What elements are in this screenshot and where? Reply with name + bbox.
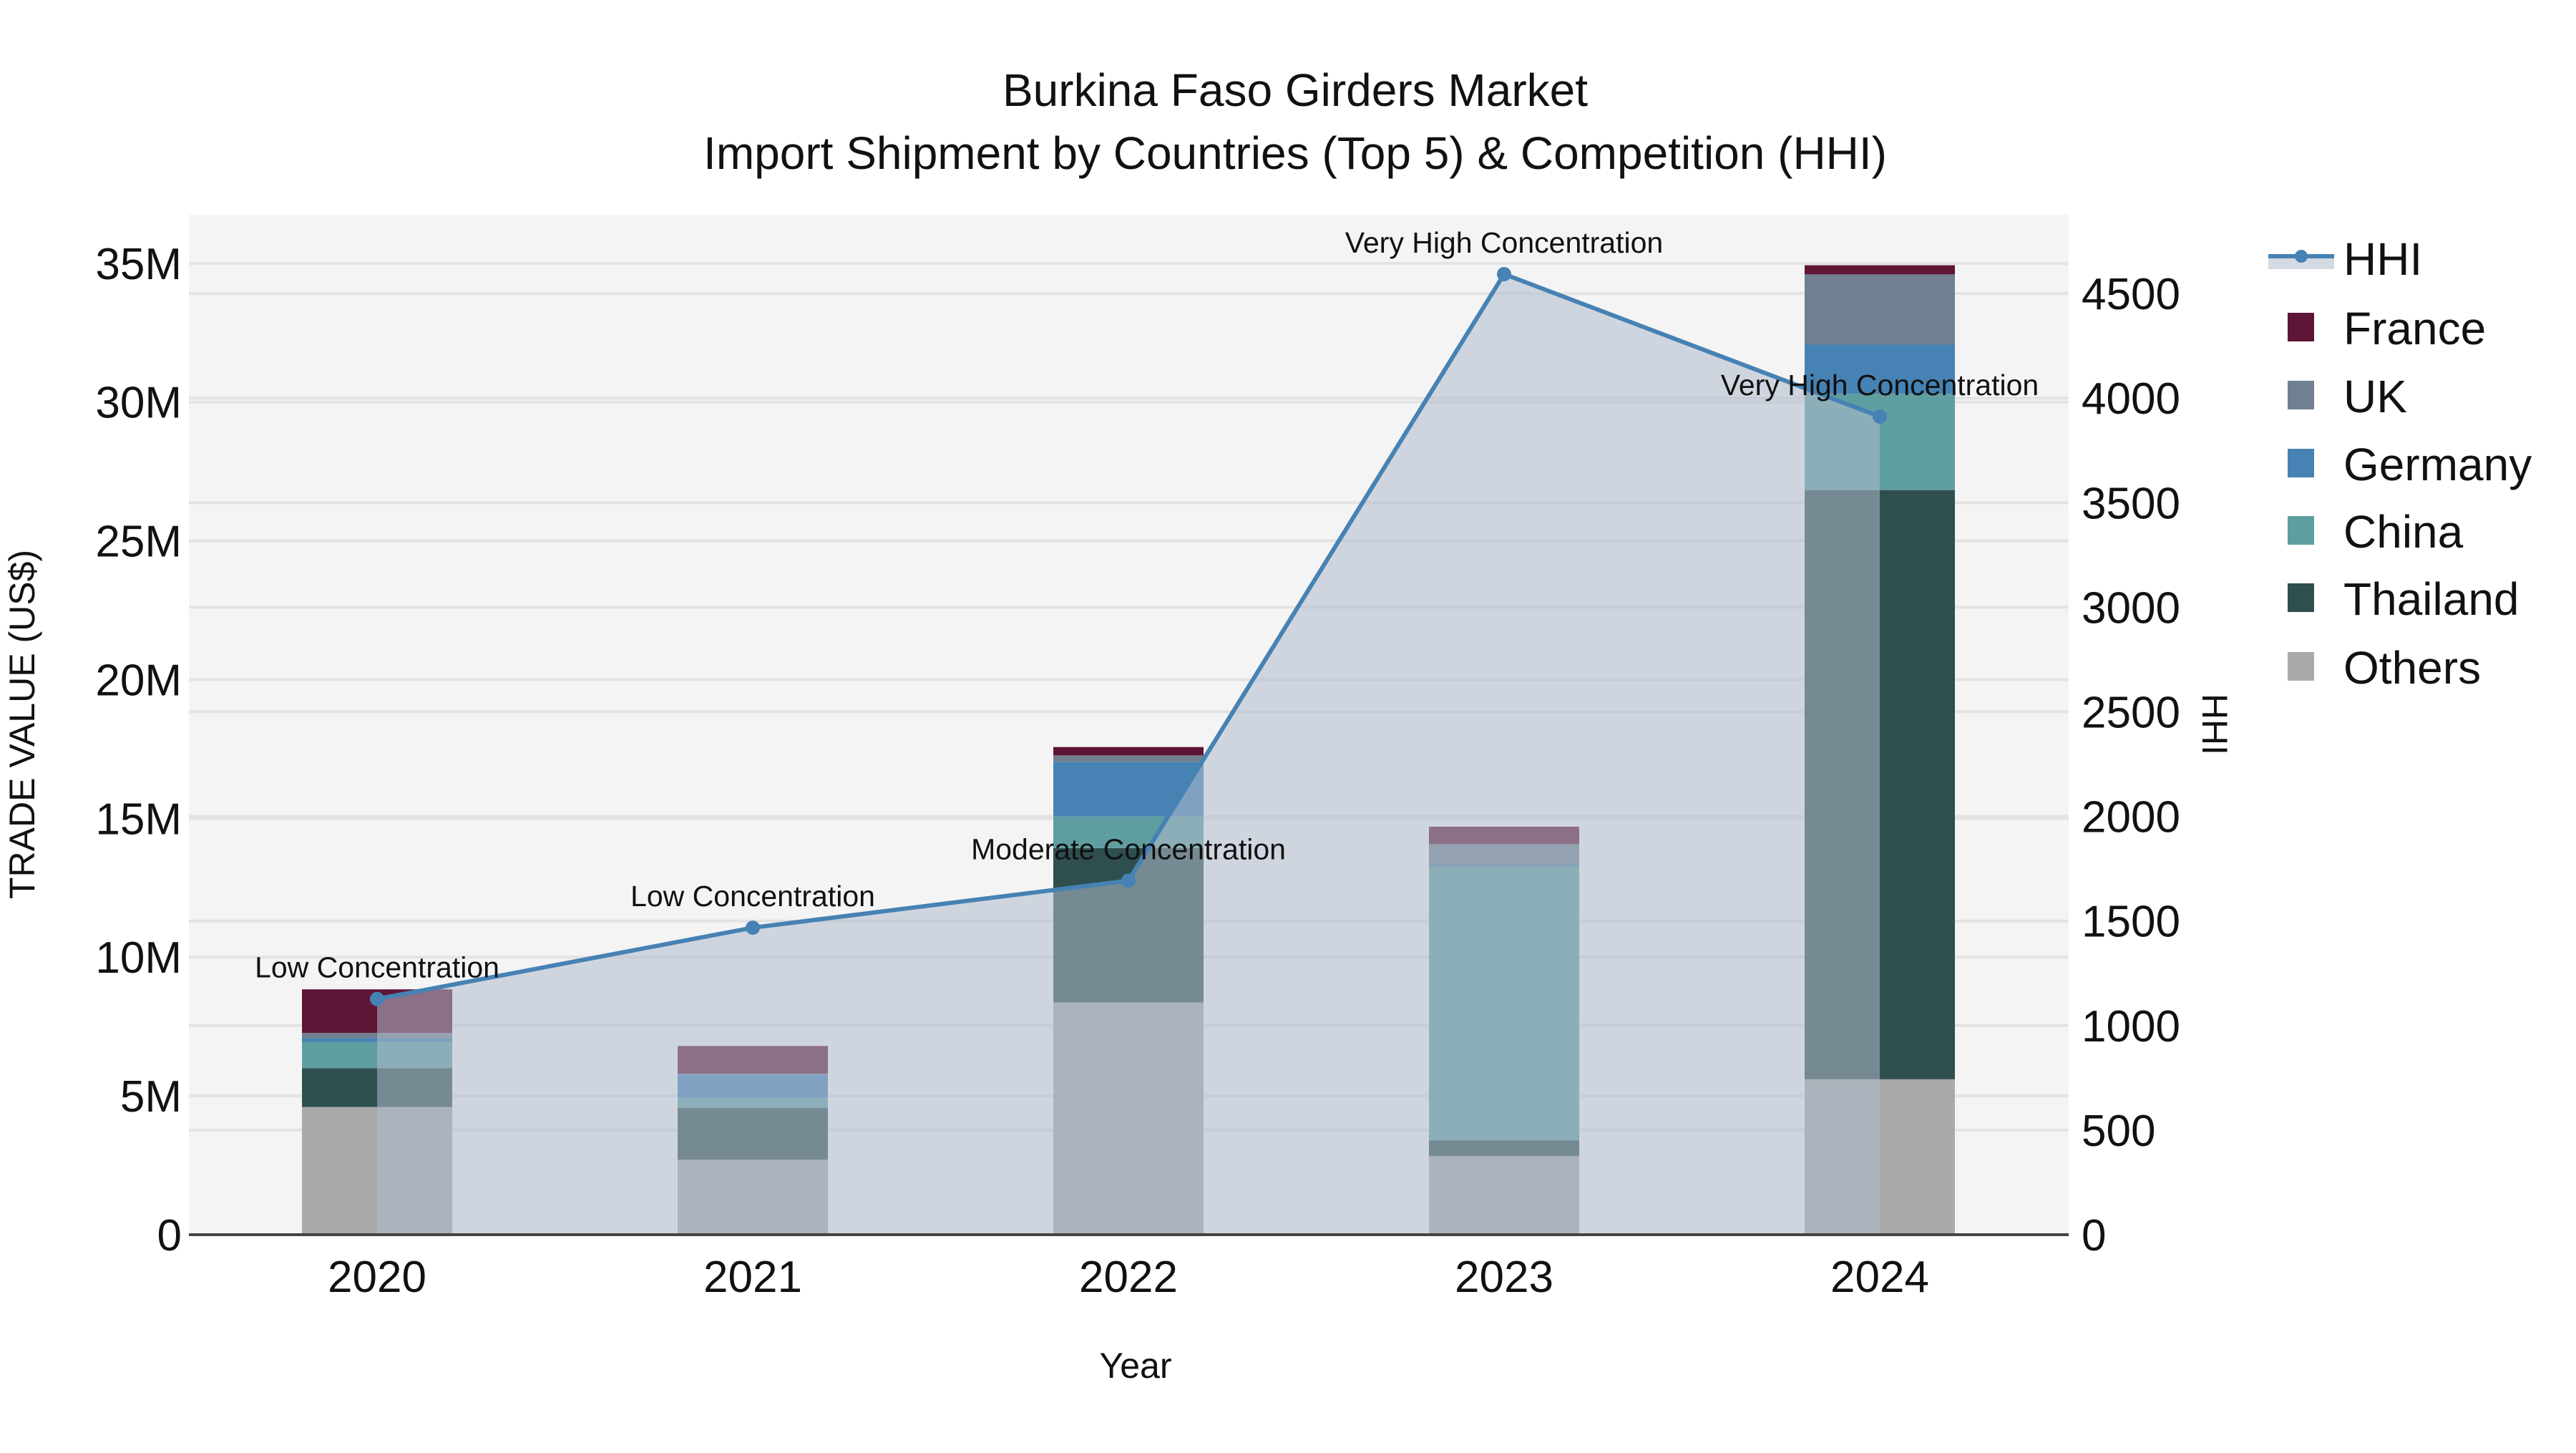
y-right-tick: 1500 [2082, 898, 2180, 947]
x-tick-2022: 2022 [1079, 1253, 1178, 1302]
legend-label: China [2343, 506, 2464, 558]
hhi-marker-2023[interactable] [1497, 266, 1511, 281]
legend-item-thailand[interactable]: Thailand [2288, 573, 2519, 625]
hhi-marker-2020[interactable] [370, 991, 384, 1006]
y-right-tick: 500 [2082, 1107, 2155, 1156]
y-left-tick: 30M [95, 379, 182, 428]
y-right-tick: 0 [2082, 1211, 2106, 1260]
legend-item-others[interactable]: Others [2288, 642, 2481, 694]
x-tick-2021: 2021 [703, 1253, 802, 1302]
legend-label: UK [2343, 371, 2407, 422]
chart-subtitle: Import Shipment by Countries (Top 5) & C… [703, 127, 1887, 179]
bar-segment-france[interactable] [1053, 747, 1204, 756]
bar-segment-uk[interactable] [1805, 274, 1955, 345]
legend-item-france[interactable]: France [2288, 303, 2486, 354]
legend-label: Thailand [2343, 573, 2519, 625]
chart-title: Burkina Faso Girders Market [1002, 64, 1588, 116]
y-left-tick: 20M [95, 656, 182, 705]
bar-segment-uk[interactable] [1053, 755, 1204, 762]
y-right-tick: 3500 [2082, 479, 2180, 528]
legend-label: HHI [2343, 233, 2422, 285]
legend-label: Germany [2343, 439, 2532, 490]
hhi-marker-2021[interactable] [746, 920, 760, 936]
legend-area-swatch [2268, 258, 2334, 269]
y-left-tick: 25M [95, 517, 182, 567]
y-right-tick: 3000 [2082, 583, 2180, 633]
legend-item-china[interactable]: China [2288, 506, 2464, 558]
legend: HHI France UK Germany China Thailand Others [2268, 233, 2532, 694]
hhi-annotation: Moderate Concentration [971, 832, 1286, 865]
legend-marker-icon [2295, 250, 2308, 263]
y-right-tick: 2000 [2082, 793, 2180, 842]
y-right-tick: 4000 [2082, 374, 2180, 424]
legend-item-hhi[interactable]: HHI [2268, 233, 2422, 285]
x-axis-title: Year [1099, 1346, 1171, 1386]
legend-swatch-icon [2288, 381, 2314, 409]
x-tick-2020: 2020 [328, 1253, 426, 1302]
y-right-tick: 4500 [2082, 270, 2180, 319]
hhi-annotations: Low Concentration Low Concentration Modera… [255, 226, 2039, 984]
bar-segment-france[interactable] [1805, 265, 1955, 275]
legend-swatch-icon [2288, 652, 2314, 681]
legend-label: France [2343, 303, 2486, 354]
legend-swatch-icon [2288, 449, 2314, 477]
hhi-annotation: Very High Concentration [1345, 226, 1663, 259]
y-axis-right-title: HHI [2195, 694, 2235, 755]
hhi-marker-2024[interactable] [1873, 409, 1887, 424]
hhi-annotation: Low Concentration [255, 951, 499, 984]
hhi-line-layer [370, 266, 1887, 1235]
legend-item-uk[interactable]: UK [2288, 371, 2407, 422]
y-right-tick: 1000 [2082, 1002, 2180, 1051]
y-left-tick: 0 [157, 1211, 182, 1260]
y-right-tick: 2500 [2082, 689, 2180, 738]
hhi-marker-2022[interactable] [1121, 873, 1136, 888]
x-tick-2024: 2024 [1830, 1253, 1929, 1302]
y-left-tick: 10M [95, 933, 182, 983]
legend-swatch-icon [2288, 516, 2314, 545]
hhi-annotation: Very High Concentration [1721, 369, 2039, 402]
y-left-tick: 15M [95, 794, 182, 844]
legend-swatch-icon [2288, 313, 2314, 341]
x-tick-2023: 2023 [1455, 1253, 1553, 1302]
legend-item-germany[interactable]: Germany [2288, 439, 2532, 490]
y-axis-left-title: TRADE VALUE (US$) [2, 550, 42, 899]
legend-swatch-icon [2288, 583, 2314, 612]
y-left-tick: 5M [120, 1072, 182, 1122]
axes: 0 5M 10M 15M 20M 25M 30M 35M 0 500 1000 1500 2000 250… [95, 240, 2180, 1302]
hhi-area [377, 273, 1880, 1235]
y-left-tick: 35M [95, 240, 182, 289]
bar-segment-germany[interactable] [1805, 344, 1955, 394]
legend-label: Others [2343, 642, 2481, 694]
hhi-annotation: Low Concentration [630, 880, 875, 913]
